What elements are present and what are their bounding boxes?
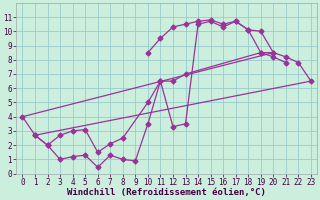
X-axis label: Windchill (Refroidissement éolien,°C): Windchill (Refroidissement éolien,°C) [67, 188, 266, 197]
